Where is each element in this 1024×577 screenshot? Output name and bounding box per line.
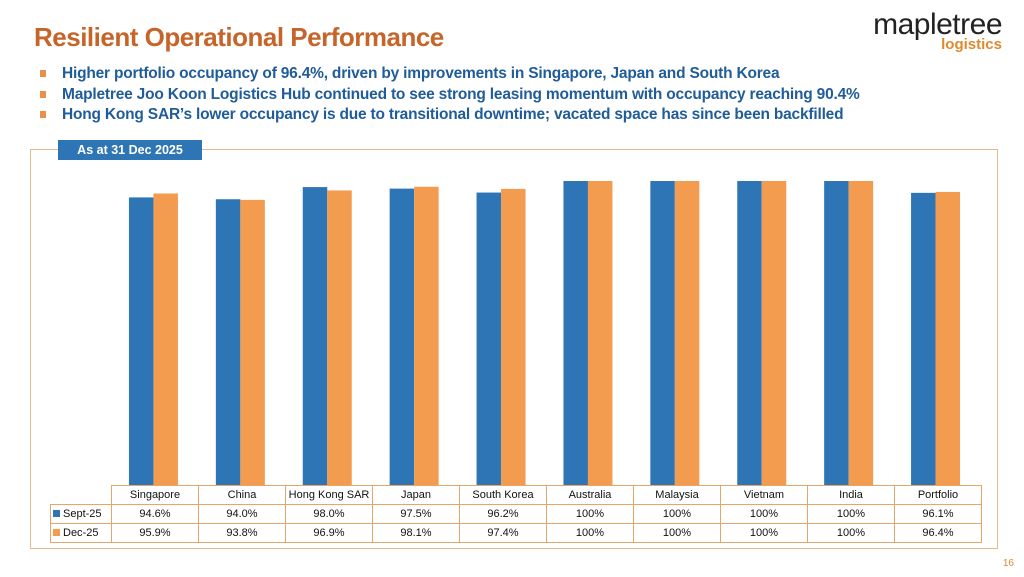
bar-dec-25-malaysia (674, 181, 700, 485)
series-name: Dec-25 (63, 527, 99, 539)
legend-swatch (53, 510, 60, 517)
date-badge: As at 31 Dec 2025 (58, 140, 202, 160)
mapletree-logo: mapletree logistics (873, 8, 1002, 53)
category-label: Japan (372, 485, 460, 505)
data-label: 96.1% (894, 504, 982, 524)
data-label: 100% (633, 504, 721, 524)
bar-sept-25-portfolio (911, 192, 936, 485)
data-label: 97.5% (372, 504, 460, 524)
data-label: 100% (720, 523, 808, 543)
bullet-item: Mapletree Joo Koon Logistics Hub continu… (38, 85, 860, 106)
category-label: Singapore (111, 485, 199, 505)
data-label: 98.0% (285, 504, 373, 524)
data-label: 98.1% (372, 523, 460, 543)
table-header-row: Singapore China Hong Kong SAR Japan South Ko… (50, 485, 982, 505)
bullet-item: Hong Kong SAR’s lower occupancy is due t… (38, 105, 860, 126)
bar-dec-25-australia (587, 181, 613, 485)
bar-dec-25-singapore (153, 193, 178, 486)
bar-sept-25-south-korea (476, 192, 502, 485)
logo-main: mapletree (873, 8, 1002, 41)
data-label: 100% (807, 504, 895, 524)
chart-frame (30, 149, 998, 549)
legend-swatch (53, 529, 60, 536)
data-label: 96.9% (285, 523, 373, 543)
bullet-list: Higher portfolio occupancy of 96.4%, dri… (38, 64, 860, 126)
data-label: 100% (633, 523, 721, 543)
data-label: 100% (546, 504, 634, 524)
bar-dec-25-south-korea (501, 188, 526, 486)
page-title: Resilient Operational Performance (34, 22, 444, 52)
category-label: Hong Kong SAR (285, 485, 373, 505)
data-label: 96.2% (459, 504, 547, 524)
data-label: 95.9% (111, 523, 199, 543)
table-row: Dec-25 95.9% 93.8% 96.9% 98.1% 97.4% 100% 100% 1… (50, 523, 982, 543)
bar-sept-25-malaysia (650, 181, 675, 485)
bar-sept-25-singapore (128, 197, 154, 485)
bar-sept-25-vietnam (737, 181, 762, 485)
bar-sept-25-china (215, 199, 241, 486)
bar-sept-25-india (824, 181, 849, 485)
data-label: 100% (807, 523, 895, 543)
logo-sub: logistics (941, 36, 1002, 53)
bar-dec-25-vietnam (761, 181, 787, 485)
data-label: 96.4% (894, 523, 982, 543)
bar-sept-25-japan (389, 188, 415, 485)
data-label: 94.0% (198, 504, 286, 524)
corner-cell (50, 485, 112, 505)
data-table: Singapore China Hong Kong SAR Japan South Ko… (50, 485, 982, 543)
data-label: 97.4% (459, 523, 547, 543)
bullet-item: Higher portfolio occupancy of 96.4%, dri… (38, 64, 860, 85)
bar-dec-25-china (240, 199, 265, 485)
bar-dec-25-india (848, 181, 874, 485)
category-label: China (198, 485, 286, 505)
bar-dec-25-portfolio (935, 191, 961, 485)
data-label: 94.6% (111, 504, 199, 524)
category-label: India (807, 485, 895, 505)
category-label: South Korea (459, 485, 547, 505)
data-label: 93.8% (198, 523, 286, 543)
legend-entry: Sept-25 (50, 504, 112, 524)
category-label: Australia (546, 485, 634, 505)
category-label: Portfolio (894, 485, 982, 505)
category-label: Malaysia (633, 485, 721, 505)
bar-sept-25-australia (563, 181, 588, 485)
data-label: 100% (546, 523, 634, 543)
page-number: 16 (1002, 558, 1014, 569)
bar-sept-25-hong-kong-sar (302, 187, 328, 485)
series-name: Sept-25 (63, 508, 102, 520)
bar-dec-25-hong-kong-sar (327, 190, 352, 485)
table-row: Sept-25 94.6% 94.0% 98.0% 97.5% 96.2% 100% 100%… (50, 504, 982, 524)
category-label: Vietnam (720, 485, 808, 505)
data-label: 100% (720, 504, 808, 524)
bar-dec-25-japan (414, 186, 439, 485)
legend-entry: Dec-25 (50, 523, 112, 543)
